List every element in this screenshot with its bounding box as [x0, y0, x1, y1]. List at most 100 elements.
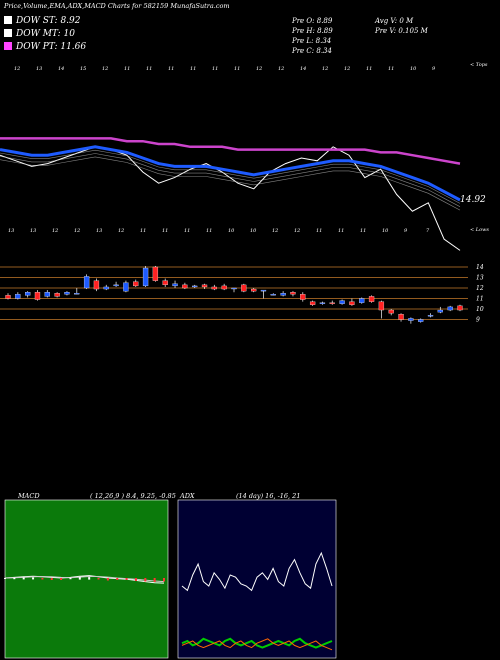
legend-st: DOW ST: 8.92	[4, 16, 81, 26]
ema-aux-line	[0, 153, 461, 207]
candle-body	[83, 276, 90, 289]
candle-body	[142, 267, 149, 287]
candle-body	[221, 285, 227, 290]
top-day-label: 10	[410, 66, 417, 72]
candle-body	[368, 296, 375, 302]
tops-label: < Tops	[470, 62, 488, 68]
quote-low: Pre L: 8.34	[292, 37, 332, 45]
quote-open: Pre O: 8.89	[292, 17, 333, 25]
candle-body	[162, 280, 168, 285]
chart-title: Price,Volume,EMA,ADX,MACD Charts for 582…	[4, 2, 230, 10]
candle-body	[231, 287, 237, 290]
candle-body	[34, 292, 41, 300]
price-tick-label: 12	[476, 285, 484, 292]
bottom-day-label: 11	[206, 228, 212, 234]
price-tick-label: 10	[476, 306, 484, 313]
macd-line-0	[4, 575, 165, 584]
candle-body	[133, 281, 139, 287]
bottom-day-label: 13	[8, 228, 14, 234]
macd-line-1	[4, 575, 165, 583]
quote-vol: Pre V: 0.105 M	[375, 27, 428, 35]
bottom-day-label: 9	[404, 228, 408, 234]
bottom-day-label: 7	[426, 228, 430, 234]
bottom-day-label: 12	[294, 228, 300, 234]
price-tick-label: 13	[476, 275, 484, 282]
ema-line-0	[0, 146, 461, 251]
top-day-label: 11	[234, 66, 240, 72]
bottom-day-label: 10	[228, 228, 235, 234]
quote-close: Pre C: 8.34	[292, 47, 332, 55]
ema-line-2	[0, 137, 461, 165]
candle-body	[201, 284, 208, 288]
macd-histogram-bar	[88, 577, 91, 580]
bottom-day-label: 11	[360, 228, 366, 234]
price-tick-label: 14	[476, 264, 484, 271]
macd-histogram-bar	[41, 578, 44, 580]
candle-body	[93, 280, 100, 290]
macd-histogram-bar	[4, 578, 6, 579]
bottom-day-label: 10	[250, 228, 257, 234]
candle-body	[25, 292, 31, 296]
macd-histogram-bar	[153, 578, 156, 582]
adx-params: (14 day) 16, -16, 21	[236, 492, 301, 500]
candle-body	[74, 293, 80, 295]
candle-body	[241, 284, 247, 292]
bottom-day-label: 12	[74, 228, 80, 234]
top-day-label: 11	[146, 66, 152, 72]
ema-aux-line	[0, 156, 461, 211]
bottom-day-label: 11	[184, 228, 190, 234]
top-day-label: 15	[80, 66, 86, 72]
candle-body	[398, 314, 404, 320]
candle-body	[378, 301, 385, 311]
candle-body	[408, 318, 414, 321]
bottom-day-label: 12	[52, 228, 58, 234]
macd-histogram-bar	[22, 577, 25, 580]
candle-body	[427, 315, 434, 317]
top-day-label: 14	[58, 66, 64, 72]
top-day-label: 9	[432, 66, 436, 72]
candle-body	[319, 302, 326, 304]
top-day-label: 14	[300, 66, 306, 72]
bottom-day-label: 11	[338, 228, 344, 234]
candle-body	[5, 295, 11, 299]
candle-body	[15, 294, 21, 299]
lows-label: < Lows	[470, 227, 489, 233]
candle-body	[457, 305, 463, 311]
legend-pt: DOW PT: 11.66	[4, 42, 86, 52]
macd-histogram-bar	[13, 577, 16, 580]
top-day-label: 12	[102, 66, 108, 72]
candle-body	[290, 292, 296, 295]
candle-body	[280, 293, 286, 296]
price-tick-label: 11	[476, 296, 484, 303]
macd-histogram-bar	[116, 578, 119, 580]
candle-body	[359, 298, 365, 303]
adx-line-2	[181, 638, 333, 651]
macd-histogram-bar	[60, 578, 63, 580]
macd-histogram-bar	[106, 578, 109, 581]
last-value-label: 14.92	[460, 195, 486, 205]
candle-body	[123, 282, 129, 292]
candle-body	[349, 301, 355, 305]
top-day-label: 11	[168, 66, 174, 72]
candle-body	[437, 309, 443, 313]
candle-body	[172, 283, 178, 287]
candle-body	[113, 284, 119, 287]
candle-body	[300, 294, 306, 300]
candle-body	[260, 289, 267, 292]
candle-body	[64, 292, 70, 295]
bottom-day-label: 12	[118, 228, 124, 234]
candle-body	[192, 285, 198, 288]
top-day-label: 12	[14, 66, 20, 72]
macd-panel	[4, 499, 169, 659]
top-day-label: 11	[388, 66, 394, 72]
quote-high: Pre H: 8.89	[292, 27, 333, 35]
candle-body	[447, 306, 453, 311]
candle-body	[44, 292, 50, 297]
bottom-day-label: 11	[140, 228, 146, 234]
bottom-day-label: 12	[272, 228, 278, 234]
macd-histogram-bar	[144, 578, 147, 582]
adx-line-1	[181, 637, 333, 649]
candle-body	[388, 309, 394, 314]
macd-histogram-bar	[69, 577, 72, 580]
